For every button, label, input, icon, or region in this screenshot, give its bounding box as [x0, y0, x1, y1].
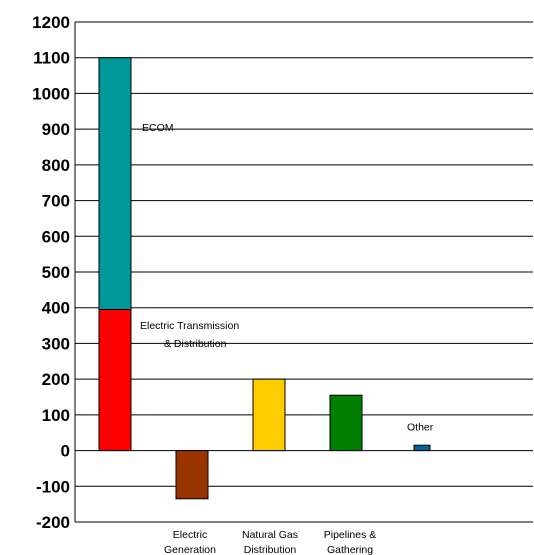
category-labels: Electric Generation Natural Gas Distributio… [164, 529, 376, 555]
y-tick-label: 800 [42, 156, 70, 175]
y-tick-label: -200 [36, 513, 70, 532]
bar-annotation: Other [407, 422, 434, 434]
category-label: Electric [173, 529, 207, 541]
y-tick-label: 100 [42, 406, 70, 425]
y-tick-label: 400 [42, 299, 70, 318]
bar-segment [98, 57, 132, 311]
y-tick-label: 300 [42, 334, 70, 353]
y-tick-label: 500 [42, 263, 70, 282]
y-tick-label: 600 [42, 227, 70, 246]
category-label: Gathering [327, 544, 373, 555]
category-label: Natural Gas [242, 529, 298, 541]
bar-segment [413, 444, 431, 452]
y-tick-label: 200 [42, 370, 70, 389]
y-tick-labels: 1200110010009008007006005004003002001000… [32, 13, 70, 532]
bar-annotation: ECOM [142, 122, 174, 134]
bar-segment [252, 378, 286, 452]
bar-segment [175, 450, 209, 500]
annotations: ECOM Electric Transmission & Distribution O… [140, 122, 434, 434]
y-tick-label: 1000 [32, 84, 70, 103]
y-tick-label: 900 [42, 120, 70, 139]
category-label: Generation [164, 544, 216, 555]
y-tick-label: 0 [61, 442, 70, 461]
bar-annotation: Electric Transmission [140, 320, 239, 332]
category-label: Pipelines & [324, 529, 377, 541]
bar-annotation: & Distribution [164, 338, 227, 350]
bar-segment [98, 309, 132, 452]
y-tick-label: 1100 [33, 49, 70, 68]
y-tick-label: 700 [42, 192, 70, 211]
gridlines [75, 21, 533, 523]
y-tick-label: -100 [36, 477, 70, 496]
bars [98, 57, 431, 500]
y-tick-label: 1200 [32, 13, 70, 32]
bar-segment [329, 394, 363, 452]
category-label: Distribution [244, 544, 297, 555]
